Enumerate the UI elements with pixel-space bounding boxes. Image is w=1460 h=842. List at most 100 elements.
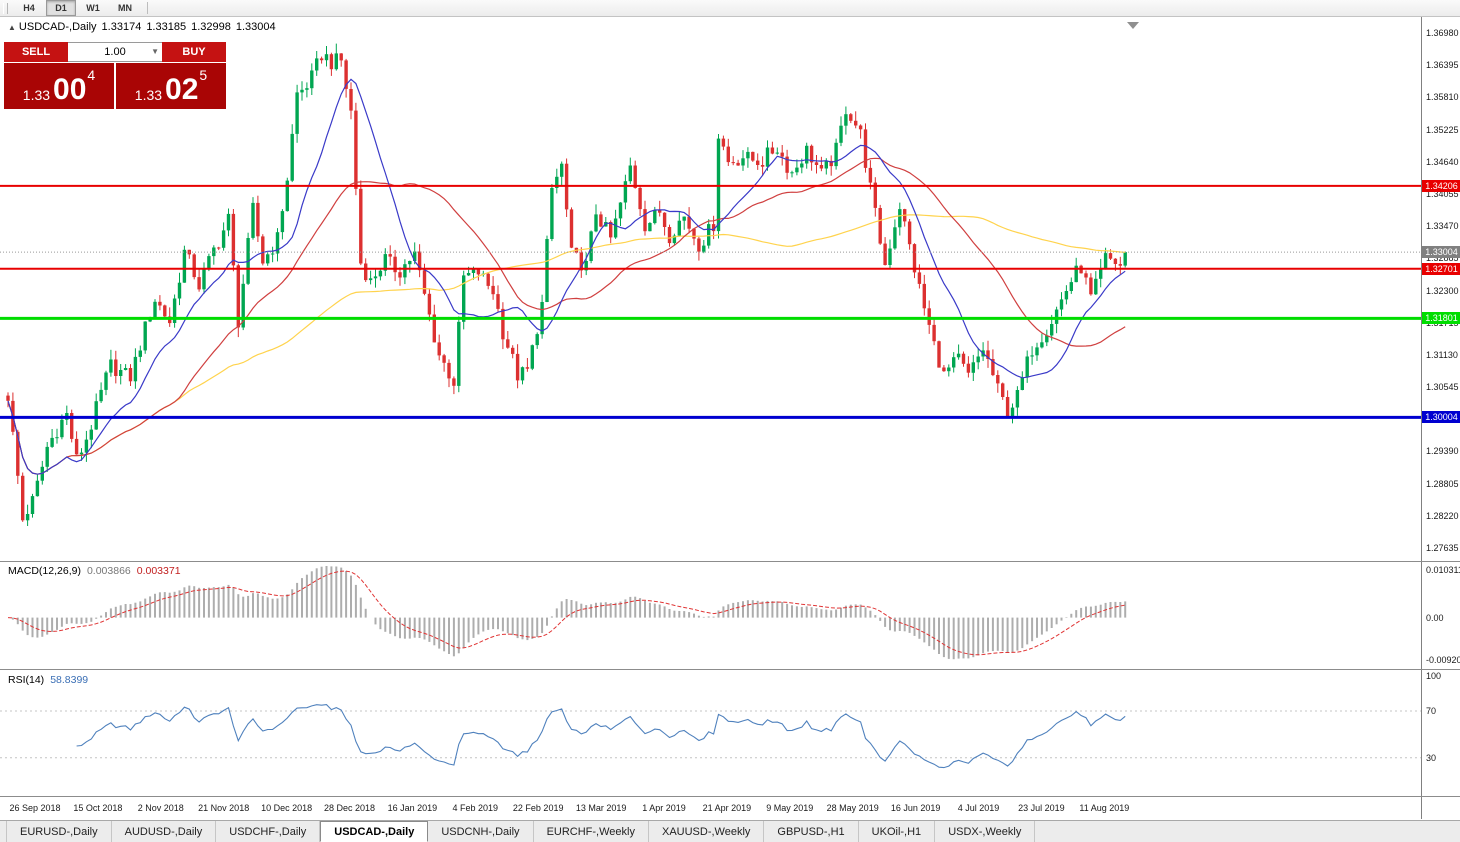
macd-indicator-label: MACD(12,26,9) 0.003866 0.003371 [8,565,181,577]
date-tick-label: 26 Sep 2018 [9,803,61,813]
price-axis[interactable]: 1.36980 1.36395 1.35810 1.35225 1.34640 1.340… [1421,17,1460,819]
price-tick-label: 1.35810 [1426,92,1459,103]
macd-panel-canvas[interactable] [0,562,1421,669]
date-tick-label: 16 Jan 2019 [387,803,438,813]
chart-tab-usdx-weekly[interactable]: USDX-,Weekly [935,821,1036,842]
panel-splitter[interactable] [0,561,1460,562]
collapse-arrow-icon[interactable]: ▲ [8,23,16,32]
chart-tab-usdchf-daily[interactable]: USDCHF-,Daily [216,821,321,842]
price-tick-label: 1.29390 [1426,446,1459,457]
chart-shift-marker [1127,22,1139,29]
date-tick-label: 15 Oct 2018 [73,803,123,813]
volume-field[interactable]: ▼ [68,42,162,62]
price-chart-canvas[interactable] [0,17,1421,561]
buy-price-base: 1.33 [134,87,163,103]
chart-tab-gbpusd-h1[interactable]: GBPUSD-,H1 [764,821,859,842]
price-tick-label: 1.34055 [1426,188,1459,199]
sell-button[interactable]: SELL [4,42,68,62]
date-tick-label: 11 Aug 2019 [1079,803,1130,813]
panel-splitter[interactable] [0,669,1460,670]
toolbar-grip[interactable] [3,2,8,14]
timeframe-button-mn[interactable]: MN [118,3,132,13]
price-tick-label: 1.28805 [1426,478,1459,489]
timeframe-button-d1[interactable]: D1 [46,0,76,16]
price-tick-label: 1.32300 [1426,285,1459,296]
date-tick-label: 4 Feb 2019 [452,803,499,813]
low-value: 1.32998 [191,21,231,33]
toolbar-separator [147,2,148,14]
price-tick-label: 1.28220 [1426,510,1459,521]
sell-price-pips: 00 [53,73,87,106]
sell-price-button[interactable]: 1.33 00 4 [4,63,114,109]
volume-dropdown-icon[interactable]: ▼ [151,47,159,56]
chart-tab-audusd-daily[interactable]: AUDUSD-,Daily [112,821,217,842]
chart-tab-eurusd-daily[interactable]: EURUSD-,Daily [6,821,112,842]
date-tick-label: 2 Nov 2018 [137,803,184,813]
rsi-indicator-label: RSI(14) 58.8399 [8,674,88,686]
indicator-tick-label: 30 [1426,752,1437,763]
date-tick-label: 16 Jun 2019 [890,803,941,813]
chart-tab-usdcad-daily[interactable]: USDCAD-,Daily [320,821,429,842]
hline-price-tag: 1.31801 [1422,312,1460,325]
indicator-tick-label: -0.009203 [1426,655,1460,665]
hline-price-tag: 1.34206 [1422,179,1460,192]
date-tick-label: 22 Feb 2019 [512,803,564,813]
volume-input[interactable] [83,45,147,59]
indicator-tick-label: 0.00 [1426,612,1444,623]
chart-tab-bar: EURUSD-,Daily AUDUSD-,Daily USDCHF-,Daily U… [0,820,1460,842]
rsi-panel-canvas[interactable] [0,670,1421,796]
buy-price-pips: 02 [165,73,199,106]
high-value: 1.33185 [146,21,187,33]
date-tick-label: 9 May 2019 [766,803,814,813]
price-tick-label: 1.36395 [1426,60,1459,71]
date-axis[interactable]: 26 Sep 2018 15 Oct 2018 2 Nov 2018 21 Nov 2… [0,797,1421,819]
date-tick-label: 4 Jul 2019 [957,803,1000,813]
open-value: 1.33174 [101,21,142,33]
price-tick-label: 1.27635 [1426,543,1459,554]
current-price-tag: 1.33004 [1422,246,1460,259]
panel-splitter[interactable] [0,796,1460,797]
price-tick-label: 1.32885 [1426,253,1459,264]
close-value: 1.33004 [235,21,276,33]
sell-price-point: 4 [87,67,96,83]
macd-name: MACD(12,26,9) [8,565,81,577]
price-tick-label: 1.33470 [1426,221,1459,232]
buy-price-point: 5 [199,67,208,83]
date-tick-label: 21 Apr 2019 [702,803,752,813]
indicator-tick-label: 0.010311 [1426,565,1460,575]
date-tick-label: 23 Jul 2019 [1018,803,1065,813]
date-tick-label: 28 May 2019 [826,803,879,813]
macd-signal-value: 0.003371 [136,565,181,577]
indicator-tick-label: 70 [1426,706,1437,716]
macd-main-value: 0.003866 [86,565,131,577]
price-tick-label: 1.30545 [1426,382,1459,393]
rsi-name: RSI(14) [8,674,45,686]
chart-tab-usdcnh-daily[interactable]: USDCNH-,Daily [428,821,534,842]
rsi-value: 58.8399 [50,674,89,686]
date-tick-label: 10 Dec 2018 [261,803,313,813]
sell-price-base: 1.33 [22,87,51,103]
date-tick-label: 21 Nov 2018 [198,803,250,813]
date-tick-label: 28 Dec 2018 [323,803,376,813]
buy-button[interactable]: BUY [162,42,226,62]
timeframe-button-h4[interactable]: H4 [23,3,35,13]
price-tick-label: 1.31130 [1426,349,1458,360]
timeframe-buttons: H4 D1 W1 MN [13,0,141,16]
symbol-period-label: USDCAD-,Daily [18,21,97,33]
chart-tab-xauusd-weekly[interactable]: XAUUSD-,Weekly [649,821,765,842]
indicator-tick-label: 100 [1426,671,1442,681]
date-tick-label: 13 Mar 2019 [575,803,627,813]
date-tick-label: 1 Apr 2019 [642,803,686,813]
buy-price-button[interactable]: 1.33 02 5 [116,63,226,109]
chart-tab-eurchf-weekly[interactable]: EURCHF-,Weekly [534,821,649,842]
price-tick-label: 1.35225 [1426,124,1459,135]
timeframe-toolbar: H4 D1 W1 MN [0,0,1460,17]
timeframe-button-w1[interactable]: W1 [86,3,100,13]
hline-price-tag: 1.30004 [1422,411,1460,424]
chart-tab-ukoil-h1[interactable]: UKOil-,H1 [859,821,936,842]
price-tick-label: 1.34640 [1426,156,1459,167]
hline-price-tag: 1.32701 [1422,262,1460,275]
price-tick-label: 1.36980 [1426,28,1459,38]
one-click-trading-panel: SELL ▼ BUY 1.33 00 4 1.33 02 5 [4,42,226,109]
